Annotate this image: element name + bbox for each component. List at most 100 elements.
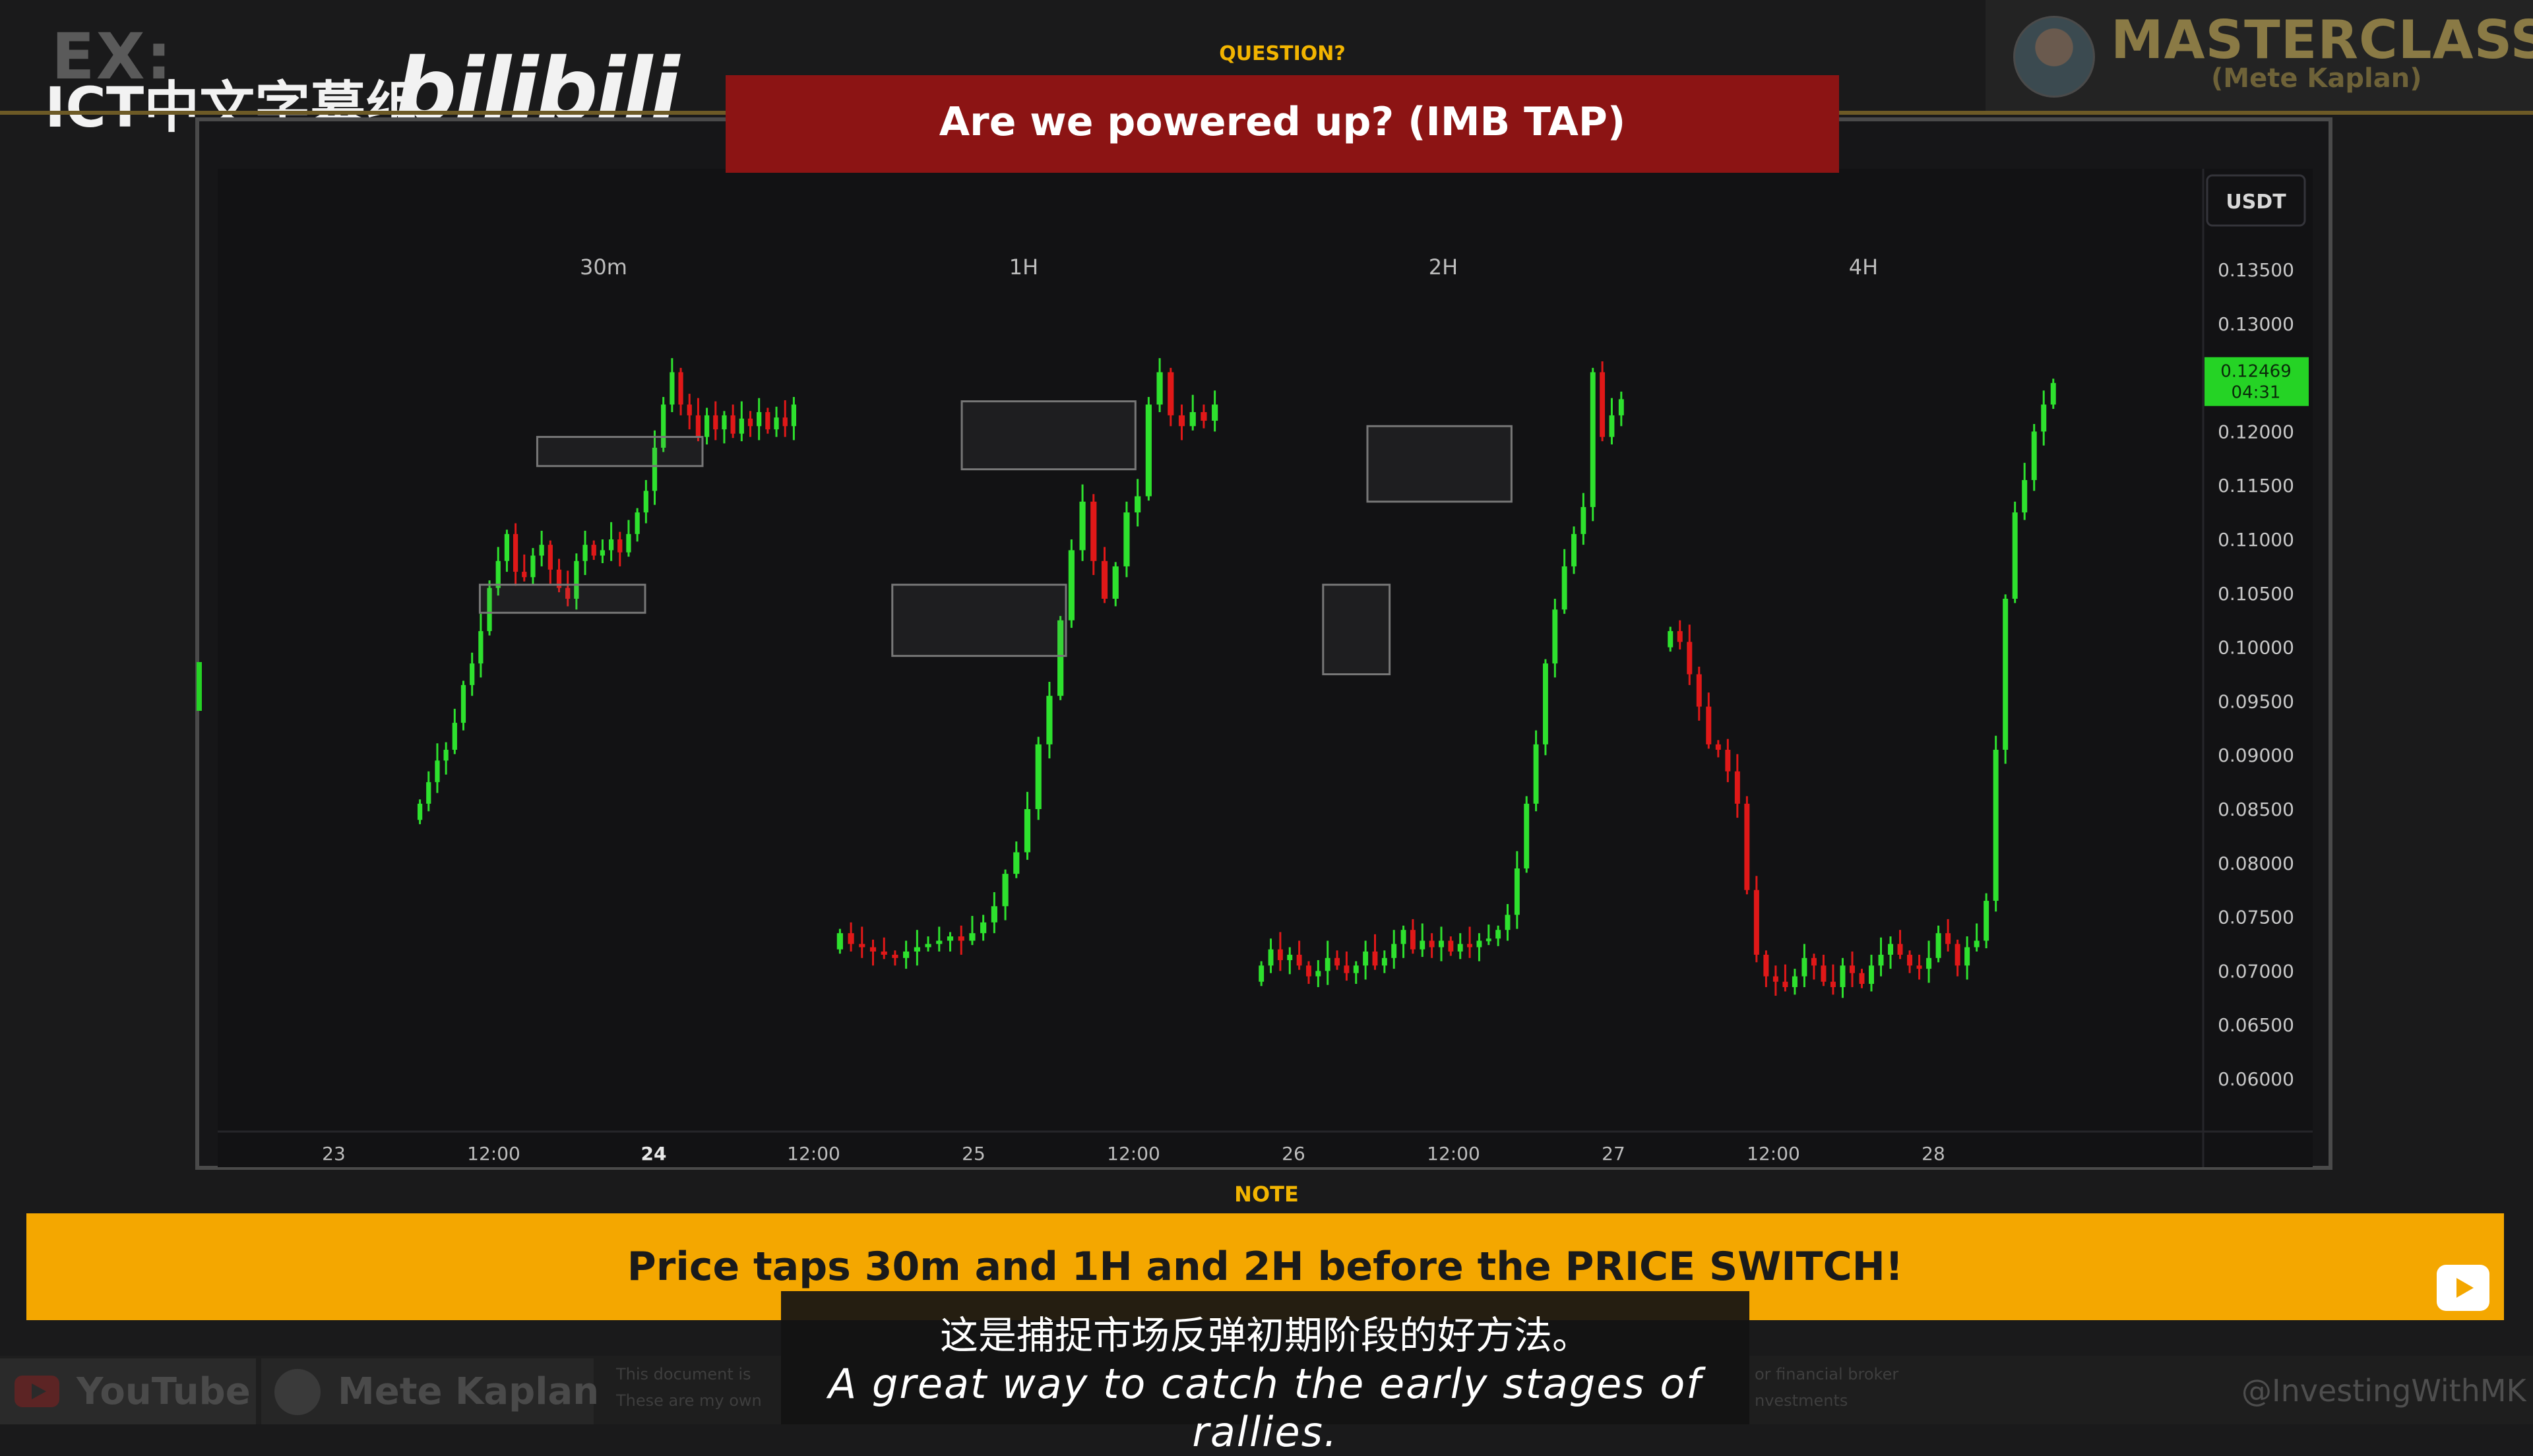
candle-body <box>522 572 527 578</box>
candle-body <box>1734 771 1740 804</box>
price-tick-label: 0.06500 <box>2218 1014 2294 1036</box>
candle-4h <box>1945 919 1951 952</box>
candle-1h <box>1024 791 1031 860</box>
candle-4h <box>2022 462 2028 520</box>
candle-body <box>626 533 631 553</box>
candle-body <box>661 404 666 448</box>
candle-body <box>443 750 449 761</box>
candle-body <box>591 545 596 556</box>
candle-2h <box>1609 398 1615 445</box>
candle-4h <box>1964 936 1970 980</box>
candle-body <box>1801 957 1807 977</box>
candle-body <box>1400 930 1406 944</box>
candle-body <box>1792 976 1798 987</box>
candle-body <box>1687 642 1693 675</box>
candle-body <box>1035 744 1042 809</box>
candle-2h <box>1315 960 1321 987</box>
candle-4h <box>1907 950 1913 973</box>
candle-body <box>765 411 770 430</box>
candle-2h <box>1400 925 1406 958</box>
candle-body <box>495 561 501 588</box>
candle-body <box>1002 874 1009 907</box>
disclaimer-text: or financial broker <box>1755 1365 1899 1383</box>
candle-30m <box>695 398 701 442</box>
candle-4h <box>1811 954 1817 980</box>
candle-2h <box>1268 938 1274 973</box>
candle-body <box>565 588 571 599</box>
note-text: Price taps 30m and 1H and 2H before the … <box>627 1244 1904 1290</box>
candle-30m <box>417 799 423 824</box>
price-tick-label: 0.13500 <box>2218 259 2294 281</box>
candle-1h <box>1090 494 1097 575</box>
currency-badge[interactable]: USDT <box>2206 174 2306 227</box>
candle-30m <box>635 508 640 542</box>
candle-body <box>958 936 964 941</box>
candle-body <box>1668 631 1673 648</box>
candle-body <box>791 404 797 427</box>
candle-body <box>1123 512 1130 566</box>
candle-body <box>1830 981 1836 987</box>
candle-2h <box>1325 940 1330 985</box>
candle-body <box>1178 415 1185 427</box>
candle-body <box>1363 951 1369 966</box>
candle-body <box>1543 663 1548 744</box>
candle-2h <box>1344 951 1350 981</box>
candle-30m <box>487 580 492 636</box>
candle-4h <box>2050 379 2056 410</box>
candle-body <box>1287 954 1293 961</box>
candle-4h <box>1725 739 1731 783</box>
candle-body <box>487 588 492 632</box>
subtitle-chinese: 这是捕捉市场反弹初期阶段的好方法。 <box>939 1313 1590 1358</box>
candle-2h <box>1495 925 1501 946</box>
candle-body <box>695 415 701 437</box>
candle-2h <box>1618 391 1624 427</box>
candle-body <box>1859 973 1865 985</box>
candle-2h <box>1580 493 1586 545</box>
candle-4h <box>2041 390 2047 446</box>
imbalance-zone-2h <box>1322 584 1391 675</box>
candle-body <box>1024 809 1031 853</box>
time-tick-label: 24 <box>641 1143 667 1165</box>
price-tick-label: 0.10000 <box>2218 637 2294 659</box>
candle-2h <box>1296 940 1302 970</box>
candle-2h <box>1476 933 1482 961</box>
imbalance-zone-1h <box>960 400 1137 471</box>
candle-1h <box>1046 681 1053 759</box>
candle-2h <box>1552 598 1558 678</box>
last-price-value: 0.12469 <box>2220 362 2292 382</box>
brand-title: MASTERCLASS <box>2111 9 2533 71</box>
candle-body <box>470 663 475 685</box>
candle-30m <box>722 411 727 444</box>
candle-4h <box>1993 735 1999 912</box>
candle-body <box>1677 631 1683 642</box>
candle-1h <box>892 950 898 966</box>
candle-4h <box>1744 796 1750 895</box>
candle-body <box>1156 372 1163 405</box>
candle-body <box>2022 480 2028 513</box>
candle-body <box>722 415 727 430</box>
candle-1h <box>925 936 931 952</box>
candle-body <box>739 418 744 434</box>
candle-body <box>635 512 640 534</box>
candle-1h <box>1057 616 1064 700</box>
candle-1h <box>1101 547 1108 603</box>
candle-body <box>452 723 457 750</box>
social-handle: @InvestingWithMK <box>2241 1373 2526 1409</box>
candle-body <box>1571 533 1577 566</box>
candle-4h <box>1763 950 1769 987</box>
candle-30m <box>591 540 596 561</box>
candle-body <box>1090 501 1097 561</box>
time-tick-label: 12:00 <box>1427 1143 1480 1165</box>
youtube-icon <box>15 1376 59 1407</box>
candle-30m <box>452 708 457 754</box>
candle-2h <box>1277 932 1283 971</box>
candle-30m <box>522 554 527 582</box>
candle-body <box>1046 696 1053 744</box>
candle-body <box>1189 411 1196 427</box>
bilibili-tv-icon[interactable] <box>2437 1265 2489 1311</box>
candle-body <box>1935 933 1941 958</box>
candle-body <box>1448 940 1454 952</box>
candle-4h <box>1715 740 1721 758</box>
candle-body <box>1974 940 1980 948</box>
